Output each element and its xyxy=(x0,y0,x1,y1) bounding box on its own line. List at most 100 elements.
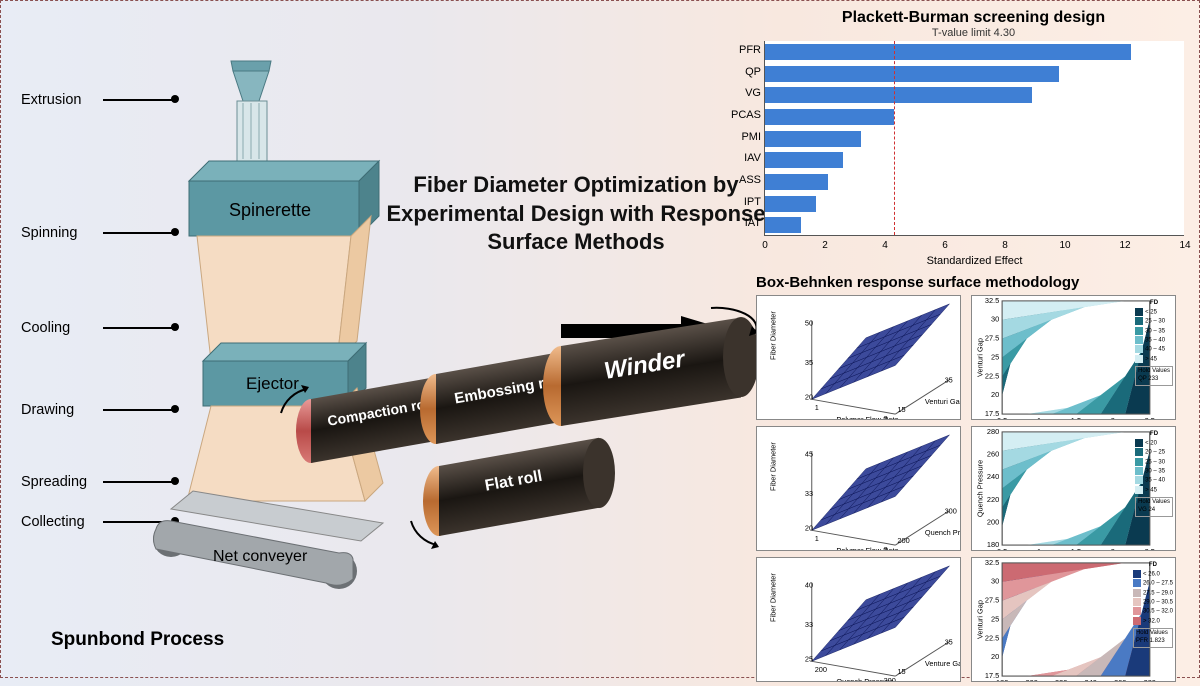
contour-plot: 18020022024026028017.52022.52527.53032.5… xyxy=(971,557,1176,682)
pareto-bar xyxy=(765,131,861,147)
svg-text:Fiber Diameter: Fiber Diameter xyxy=(768,573,777,622)
svg-text:35: 35 xyxy=(805,358,813,367)
svg-text:17.5: 17.5 xyxy=(985,671,999,680)
pareto-xtick: 2 xyxy=(822,240,828,251)
pareto-bar xyxy=(765,217,801,233)
svg-text:Venture Gap: Venture Gap xyxy=(925,659,960,668)
pareto-ylabel: PMI xyxy=(721,131,761,143)
svg-text:3: 3 xyxy=(884,414,888,419)
svg-text:17.5: 17.5 xyxy=(985,409,999,418)
pareto-subtitle: T-value limit 4.30 xyxy=(756,27,1191,39)
pareto-ylabel: QP xyxy=(721,66,761,78)
svg-text:200: 200 xyxy=(897,536,909,545)
pareto-ylabel: PFR xyxy=(721,44,761,56)
svg-text:25: 25 xyxy=(805,654,813,663)
svg-text:Venturi Gap: Venturi Gap xyxy=(975,600,984,639)
pareto-xtick: 12 xyxy=(1119,240,1130,251)
svg-text:Fiber Diameter: Fiber Diameter xyxy=(768,311,777,360)
pareto-chart: Standardized Effect PFRQPVGPCASPMIIAVASS… xyxy=(764,41,1184,236)
svg-text:32.5: 32.5 xyxy=(985,558,999,567)
svg-text:300: 300 xyxy=(945,507,957,516)
svg-text:300: 300 xyxy=(884,676,896,681)
pareto-xtick: 10 xyxy=(1059,240,1070,251)
charts-panel: Plackett-Burman screening design T-value… xyxy=(756,9,1191,669)
process-title: Spunbond Process xyxy=(51,629,224,651)
svg-text:30: 30 xyxy=(991,577,999,586)
svg-text:220: 220 xyxy=(987,495,999,504)
svg-text:180: 180 xyxy=(987,540,999,549)
pareto-bar xyxy=(765,174,828,190)
bb-grid: Fiber Diameter 50 35 20 Polymer Flow Rat… xyxy=(756,295,1191,682)
svg-text:Ejector: Ejector xyxy=(246,374,299,393)
svg-text:20: 20 xyxy=(805,523,813,532)
pareto-ylabel: IPT xyxy=(721,196,761,208)
svg-text:20: 20 xyxy=(991,652,999,661)
pareto-xtick: 14 xyxy=(1179,240,1190,251)
pareto-bar xyxy=(765,109,894,125)
svg-text:2: 2 xyxy=(1111,416,1115,419)
pareto-xtick: 6 xyxy=(942,240,948,251)
contour-plot: 0.511.522.5180200220240260280 Polymer Fl… xyxy=(971,426,1176,551)
bb-title: Box-Behnken response surface methodology xyxy=(756,274,1191,291)
svg-text:1: 1 xyxy=(1037,416,1041,419)
svg-text:1: 1 xyxy=(815,534,819,543)
svg-text:1.5: 1.5 xyxy=(1071,416,1081,419)
svg-text:27.5: 27.5 xyxy=(985,596,999,605)
pareto-bar xyxy=(765,44,1131,60)
pareto-xtick: 4 xyxy=(882,240,888,251)
pareto-xlabel: Standardized Effect xyxy=(927,255,1023,267)
surface-plot: Fiber Diameter 40 33 25 Quench Pressure … xyxy=(756,557,961,682)
svg-text:50: 50 xyxy=(805,319,813,328)
svg-text:15: 15 xyxy=(897,667,905,676)
pareto-bar xyxy=(765,87,1032,103)
svg-text:33: 33 xyxy=(805,620,813,629)
pareto-bar xyxy=(765,196,816,212)
surface-plot: Fiber Diameter 50 35 20 Polymer Flow Rat… xyxy=(756,295,961,420)
pareto-xtick: 0 xyxy=(762,240,768,251)
svg-text:30: 30 xyxy=(991,315,999,324)
svg-text:Net conveyer: Net conveyer xyxy=(213,548,308,565)
svg-text:45: 45 xyxy=(805,450,813,459)
svg-text:35: 35 xyxy=(945,638,953,647)
surface-plot: Fiber Diameter 45 33 20 Polymer Flow Rat… xyxy=(756,426,961,551)
svg-text:35: 35 xyxy=(945,376,953,385)
svg-text:280: 280 xyxy=(987,427,999,436)
svg-text:25: 25 xyxy=(991,352,999,361)
pareto-xtick: 8 xyxy=(1002,240,1008,251)
svg-text:200: 200 xyxy=(1026,678,1038,681)
pareto-ylabel: PCAS xyxy=(721,109,761,121)
t-threshold-line xyxy=(894,41,895,235)
machine-illustration: Spinerette Ejector Net conveyer xyxy=(101,61,381,621)
svg-text:22.5: 22.5 xyxy=(985,633,999,642)
svg-text:Spinerette: Spinerette xyxy=(229,200,311,220)
svg-text:240: 240 xyxy=(987,472,999,481)
svg-text:Fiber Diameter: Fiber Diameter xyxy=(768,442,777,491)
svg-text:2.5: 2.5 xyxy=(1145,416,1155,419)
svg-text:1.5: 1.5 xyxy=(1071,547,1081,550)
pareto-ylabel: VG xyxy=(721,87,761,99)
contour-legend: FD< 2525 – 3030 – 3535 – 4040 – 45> 45Ho… xyxy=(1135,300,1173,386)
svg-text:Quench Pressure: Quench Pressure xyxy=(925,528,960,537)
svg-text:200: 200 xyxy=(815,665,827,674)
svg-text:220: 220 xyxy=(1055,678,1067,681)
svg-text:1: 1 xyxy=(1037,547,1041,550)
contour-plot: 0.511.522.517.52022.52527.53032.5 Polyme… xyxy=(971,295,1176,420)
pareto-bar xyxy=(765,152,843,168)
svg-text:1: 1 xyxy=(815,403,819,412)
svg-text:Polymer Flow Rate: Polymer Flow Rate xyxy=(836,415,898,419)
svg-text:15: 15 xyxy=(897,405,905,414)
svg-text:2.5: 2.5 xyxy=(1145,547,1155,550)
svg-text:22.5: 22.5 xyxy=(985,371,999,380)
pareto-ylabel: IAT xyxy=(721,217,761,229)
contour-legend: FD< 2020 – 2525 – 3030 – 3535 – 40> 45Ho… xyxy=(1135,431,1173,517)
pareto-ylabel: IAV xyxy=(721,152,761,164)
contour-legend: FD< 26.026.0 – 27.527.5 – 29.029.0 – 30.… xyxy=(1133,562,1173,648)
pareto-title: Plackett-Burman screening design xyxy=(756,9,1191,27)
svg-text:33: 33 xyxy=(805,489,813,498)
svg-text:2: 2 xyxy=(1111,547,1115,550)
svg-text:20: 20 xyxy=(805,392,813,401)
process-diagram: Fiber Diameter Optimization by Experimen… xyxy=(21,21,741,661)
svg-text:3: 3 xyxy=(884,545,888,550)
svg-text:Polymer Flow Rate: Polymer Flow Rate xyxy=(836,546,898,550)
svg-text:40: 40 xyxy=(805,581,813,590)
